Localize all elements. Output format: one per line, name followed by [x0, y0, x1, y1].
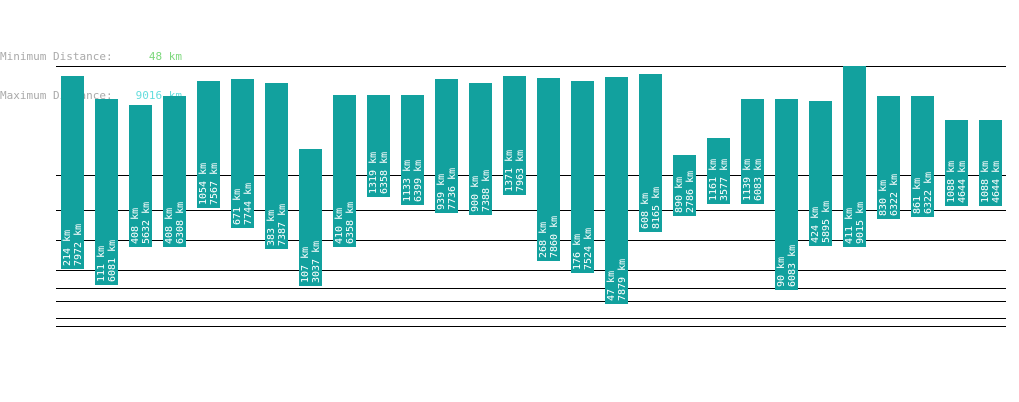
min-distance-row: Minimum Distance: 48 km [0, 50, 182, 63]
bar-start-label: 47 km [606, 271, 617, 301]
bar-end-label: 6083 km [787, 245, 798, 287]
bar-end-label: 3577 km [719, 159, 730, 201]
range-bar [503, 76, 526, 195]
range-bar [639, 74, 662, 232]
bar-start-label: 1139 km [742, 159, 753, 201]
range-bar [435, 79, 458, 213]
bar-end-label: 4644 km [957, 161, 968, 203]
bar-end-label: 2786 km [685, 171, 696, 213]
range-bar [741, 99, 764, 204]
bar-end-label: 6358 km [345, 202, 356, 244]
bar-end-label: 8165 km [651, 187, 662, 229]
bar-start-label: 410 km [334, 208, 345, 244]
min-distance-value: 48 km [148, 50, 182, 63]
bar-end-label: 3037 km [311, 241, 322, 283]
bar-start-label: 890 km [674, 177, 685, 213]
range-bar [877, 96, 900, 219]
bar-end-label: 6399 km [413, 160, 424, 202]
range-bar [333, 95, 356, 247]
range-bar [367, 95, 390, 197]
range-bar [707, 138, 730, 204]
bar-end-label: 7567 km [209, 163, 220, 205]
bar-start-label: 90 km [776, 257, 787, 287]
bar-start-label: 1319 km [368, 152, 379, 194]
bar-start-label: 608 km [640, 193, 651, 229]
bar-end-label: 9015 km [855, 202, 866, 244]
range-bar [231, 79, 254, 228]
range-bar [537, 78, 560, 261]
bar-end-label: 7963 km [515, 150, 526, 192]
range-bar [197, 81, 220, 208]
bar-start-label: 1088 km [946, 161, 957, 203]
range-bar [673, 155, 696, 216]
bar-end-label: 7860 km [549, 216, 560, 258]
range-bar [163, 96, 186, 247]
bar-start-label: 268 km [538, 222, 549, 258]
range-bar [299, 149, 322, 286]
bar-end-label: 7879 km [617, 259, 628, 301]
bar-start-label: 424 km [810, 207, 821, 243]
bar-start-label: 214 km [62, 230, 73, 266]
bar-end-label: 7972 km [73, 224, 84, 266]
range-bar [605, 77, 628, 304]
bar-start-label: 1133 km [402, 160, 413, 202]
bar-end-label: 7736 km [447, 168, 458, 210]
bar-end-label: 6322 km [923, 172, 934, 214]
range-bar [401, 95, 424, 205]
range-bar [129, 105, 152, 247]
bar-start-label: 1161 km [708, 159, 719, 201]
bar-end-label: 5632 km [141, 202, 152, 244]
bar-start-label: 900 km [470, 176, 481, 212]
min-distance-label: Minimum Distance: [0, 50, 113, 63]
bar-start-label: 176 km [572, 234, 583, 270]
range-bar [571, 81, 594, 273]
range-bar [979, 120, 1002, 206]
bar-start-label: 939 km [436, 174, 447, 210]
bar-start-label: 383 km [266, 210, 277, 246]
range-bar [61, 76, 84, 269]
bar-end-label: 6081 km [107, 240, 118, 282]
bar-end-label: 7387 km [277, 204, 288, 246]
range-bar [809, 101, 832, 246]
bar-start-label: 1088 km [980, 161, 991, 203]
range-bar [911, 96, 934, 217]
bar-start-label: 830 km [878, 180, 889, 216]
bar-end-label: 6358 km [379, 152, 390, 194]
bar-end-label: 6083 km [753, 159, 764, 201]
range-bar [945, 120, 968, 206]
range-bar [95, 99, 118, 285]
range-bar [775, 99, 798, 290]
bar-start-label: 1371 km [504, 150, 515, 192]
range-bar [265, 83, 288, 249]
bar-end-label: 7388 km [481, 170, 492, 212]
bar-start-label: 411 km [844, 208, 855, 244]
bar-end-label: 5895 km [821, 201, 832, 243]
bar-end-label: 7744 km [243, 183, 254, 225]
bar-start-label: 671 km [232, 189, 243, 225]
bar-end-label: 4644 km [991, 161, 1002, 203]
bar-end-label: 6322 km [889, 174, 900, 216]
bar-start-label: 107 km [300, 247, 311, 283]
bar-start-label: 111 km [96, 246, 107, 282]
range-bar [469, 83, 492, 215]
bar-start-label: 408 km [130, 208, 141, 244]
range-bar [843, 66, 866, 247]
bar-start-label: 1054 km [198, 163, 209, 205]
bar-end-label: 7524 km [583, 228, 594, 270]
bar-start-label: 408 km [164, 208, 175, 244]
bar-end-label: 6308 km [175, 202, 186, 244]
bar-start-label: 861 km [912, 178, 923, 214]
